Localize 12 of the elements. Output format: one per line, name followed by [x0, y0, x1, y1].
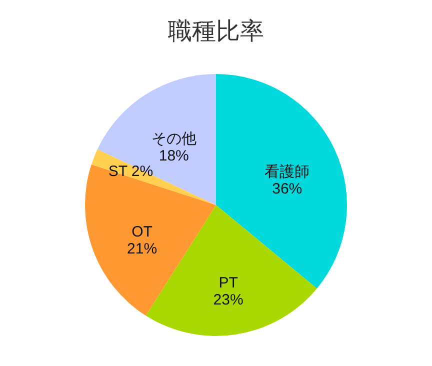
pie-slice [97, 74, 216, 205]
data-label: 18% [158, 148, 189, 165]
slice-label: PT [218, 274, 238, 292]
data-label: 21% [127, 240, 158, 258]
data-label: 36% [272, 180, 302, 198]
data-label: 23% [213, 292, 244, 309]
pie-slice [216, 74, 347, 289]
slice-label: OT [132, 224, 152, 241]
slice-label: 看護師 [264, 164, 310, 181]
slice-label: その他 [151, 130, 196, 148]
pie-slice [85, 164, 216, 316]
chart-title: 職種比率 [168, 18, 264, 45]
